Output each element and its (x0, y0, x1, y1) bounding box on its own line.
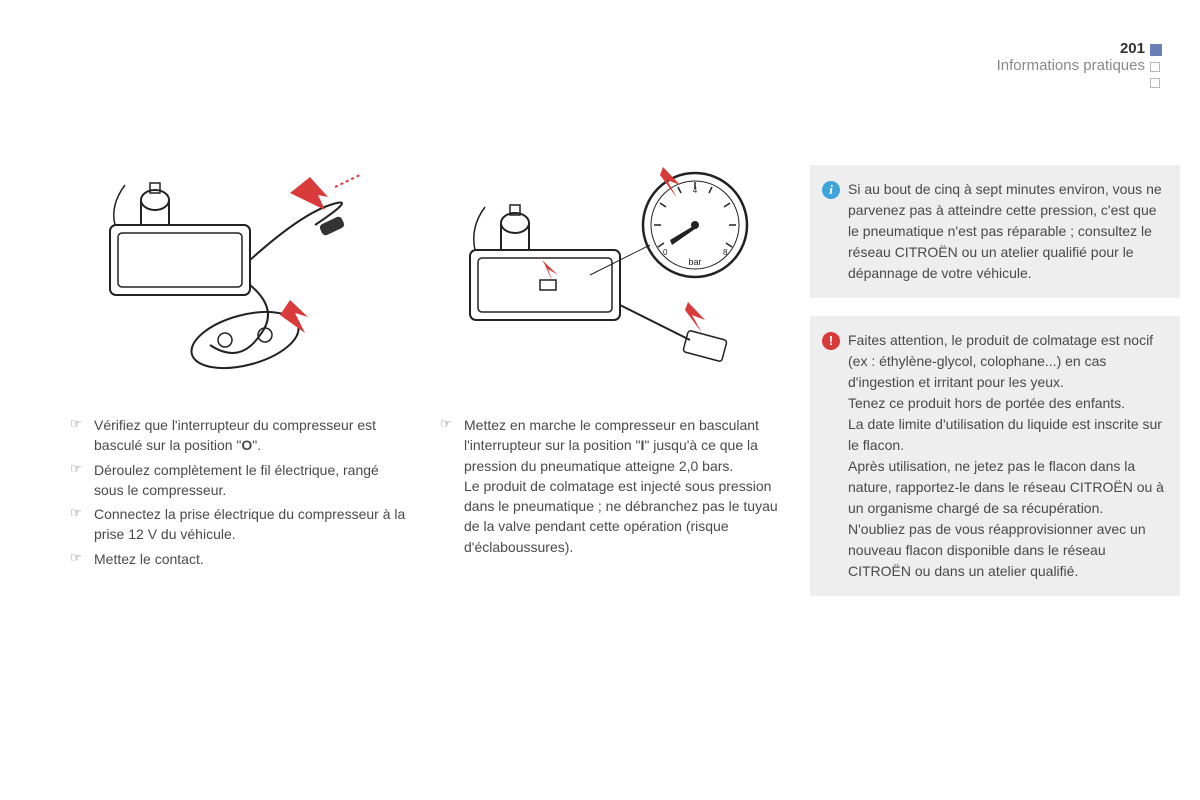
instruction-text: Déroulez complètement le fil électrique,… (94, 460, 410, 501)
section-title: Informations pratiques (997, 57, 1145, 74)
pointer-icon: ☞ (70, 415, 94, 456)
instruction-list-middle: ☞Mettez en marche le compresseur en basc… (440, 415, 780, 557)
list-item: ☞Mettez en marche le compresseur en basc… (440, 415, 780, 557)
list-item: ☞Mettez le contact. (70, 549, 410, 569)
list-item: ☞Connectez la prise électrique du compre… (70, 504, 410, 545)
pointer-icon: ☞ (70, 504, 94, 545)
page-number: 201 (997, 40, 1145, 57)
svg-text:4: 4 (693, 186, 698, 195)
illustration-compressor-gauge: 0 4 8 bar (440, 165, 780, 385)
svg-text:8: 8 (723, 248, 728, 257)
column-right: i Si au bout de cinq à sept minutes envi… (810, 165, 1180, 614)
info-box: i Si au bout de cinq à sept minutes envi… (810, 165, 1180, 298)
svg-text:0: 0 (663, 248, 668, 257)
instruction-text: Mettez le contact. (94, 549, 204, 569)
warning-icon: ! (822, 330, 848, 582)
pointer-icon: ☞ (70, 549, 94, 569)
svg-text:bar: bar (688, 257, 701, 267)
illustration-compressor-plug (70, 165, 410, 385)
marker-current (1150, 44, 1162, 56)
column-middle: 0 4 8 bar ☞Mettez en marche le compresse… (440, 165, 780, 614)
main-content: ☞Vérifiez que l'interrupteur du compress… (70, 165, 1145, 614)
page-header: 201 Informations pratiques (997, 40, 1145, 74)
pointer-icon: ☞ (440, 415, 464, 557)
instruction-list-left: ☞Vérifiez que l'interrupteur du compress… (70, 415, 410, 569)
instruction-text: Vérifiez que l'interrupteur du compresse… (94, 415, 410, 456)
list-item: ☞Déroulez complètement le fil électrique… (70, 460, 410, 501)
warning-box: ! Faites attention, le produit de colmat… (810, 316, 1180, 596)
instruction-text: Mettez en marche le compresseur en bascu… (464, 415, 780, 557)
info-text: Si au bout de cinq à sept minutes enviro… (848, 179, 1164, 284)
info-icon: i (822, 179, 848, 284)
list-item: ☞Vérifiez que l'interrupteur du compress… (70, 415, 410, 456)
marker-empty (1150, 78, 1160, 88)
column-left: ☞Vérifiez que l'interrupteur du compress… (70, 165, 410, 614)
side-markers (1150, 44, 1162, 94)
instruction-text: Connectez la prise électrique du compres… (94, 504, 410, 545)
pointer-icon: ☞ (70, 460, 94, 501)
warning-text: Faites attention, le produit de colmatag… (848, 330, 1164, 582)
marker-empty (1150, 62, 1160, 72)
